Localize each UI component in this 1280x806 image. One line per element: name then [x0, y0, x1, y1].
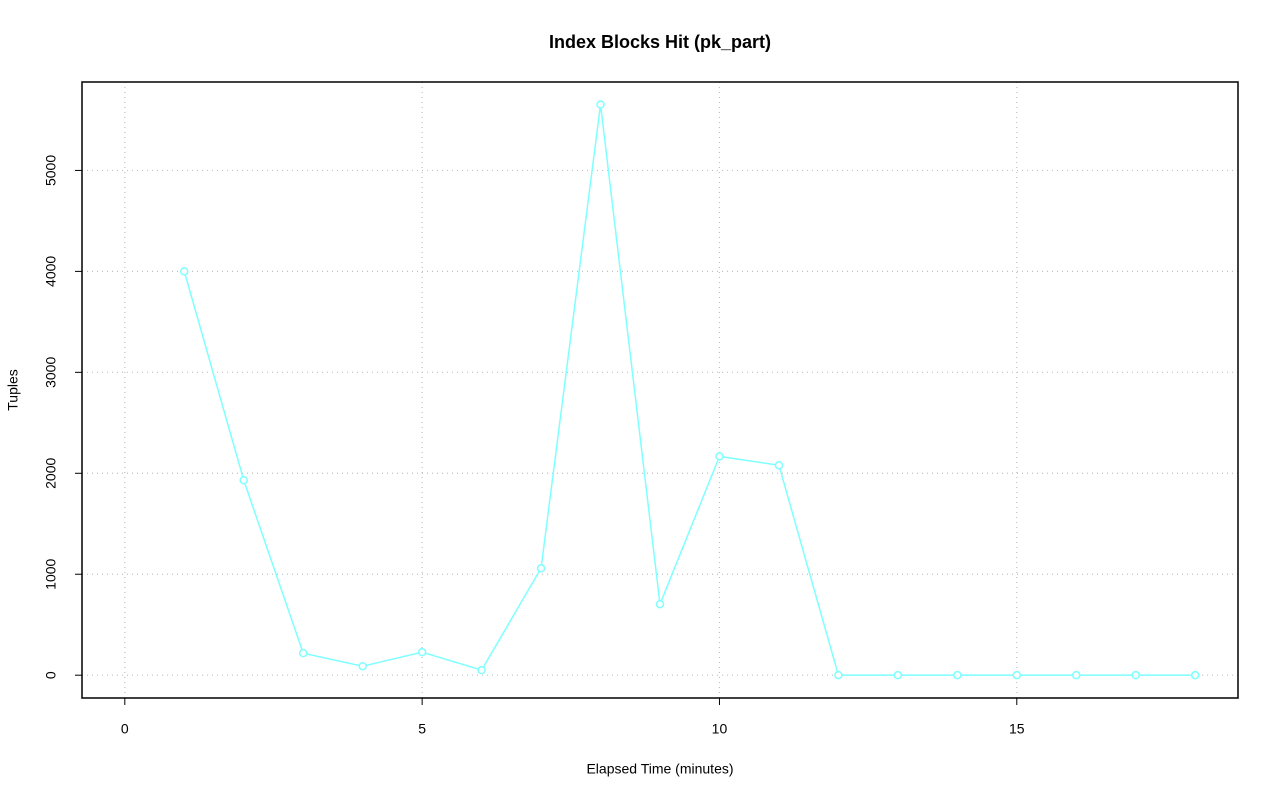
data-point [774, 461, 784, 470]
data-point [1012, 670, 1022, 680]
x-tick-label: 0 [121, 721, 129, 737]
data-point [358, 661, 367, 671]
data-point [180, 267, 189, 276]
series-line [183, 104, 1196, 676]
data-point [417, 647, 427, 657]
x-tick-label: 10 [712, 721, 728, 737]
data-point [1190, 670, 1200, 680]
data-point [655, 599, 665, 609]
data-point [1131, 670, 1140, 680]
data-point [596, 100, 605, 109]
y-tick-label: 0 [43, 671, 59, 679]
data-point [239, 475, 248, 485]
y-tick-label: 1000 [43, 558, 59, 589]
data-point [715, 452, 724, 461]
x-axis-label: Elapsed Time (minutes) [586, 761, 733, 777]
data-point [536, 564, 546, 573]
y-tick-label: 3000 [43, 357, 59, 388]
y-tick-label: 5000 [43, 155, 59, 186]
data-point [893, 670, 903, 680]
data-point [834, 670, 843, 680]
chart-title: Index Blocks Hit (pk_part) [549, 32, 771, 52]
data-point [953, 670, 962, 680]
y-axis-label: Tuples [5, 369, 21, 411]
data-point [298, 648, 308, 658]
data-point [477, 665, 486, 675]
data-point [1072, 670, 1081, 680]
y-tick-label: 4000 [43, 256, 59, 287]
x-tick-label: 5 [418, 721, 426, 737]
plot-frame [81, 81, 1239, 699]
x-tick-label: 15 [1009, 721, 1025, 737]
y-tick-label: 2000 [43, 458, 59, 489]
